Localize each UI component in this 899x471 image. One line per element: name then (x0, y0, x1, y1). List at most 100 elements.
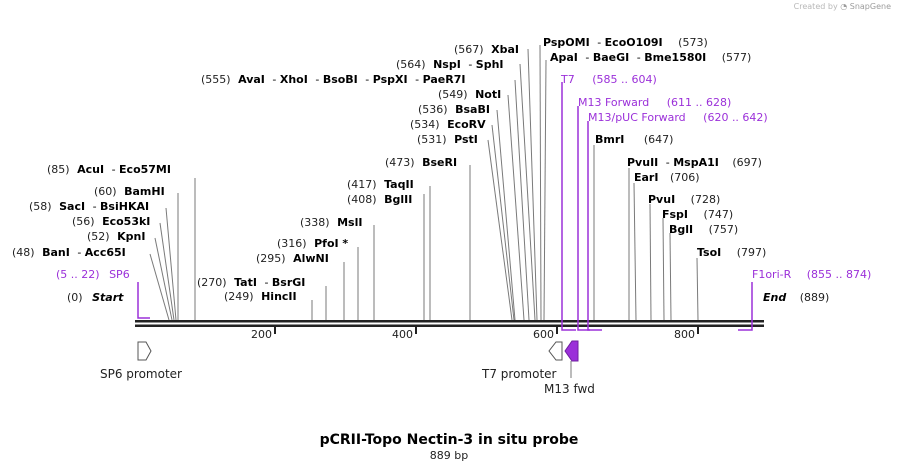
primer-name: M13/pUC Forward (588, 111, 686, 124)
feature-label-t7-promoter: T7 promoter (481, 367, 557, 381)
site-line-tsoi (696, 257, 699, 321)
ruler-label-800: 800 (674, 328, 695, 341)
site-label: (270) TatI - BsrGI (197, 276, 305, 289)
primer-range: (585 .. 604) (592, 73, 657, 86)
site-pos: (757) (709, 223, 739, 236)
site-pos: (408) (347, 193, 377, 206)
sp6-promoter-arrow-icon (137, 341, 152, 361)
primer-range: (620 .. 642) (703, 111, 768, 124)
site-name: PspXI (373, 73, 408, 86)
site-line-apai (543, 59, 547, 321)
site-pos: (567) (454, 43, 484, 56)
site-label: (52) KpnI (87, 230, 145, 243)
site-name: TaqII (384, 178, 414, 191)
site-pos: (270) (197, 276, 227, 289)
primer-range: (611 .. 628) (667, 96, 732, 109)
site-line-psti (487, 139, 513, 321)
primer-name: SP6 (109, 268, 130, 281)
site-pos: (249) (224, 290, 254, 303)
site-line-kpni (154, 237, 173, 321)
site-line-pspomi (539, 44, 542, 321)
site-pos: (473) (385, 156, 415, 169)
site-label: FspI (747) (662, 208, 733, 221)
primer-label-f1ori-r: F1ori-R (855 .. 874) (752, 268, 871, 281)
end-name: End (763, 291, 786, 304)
site-pos: (549) (438, 88, 468, 101)
site-name: BmrI (595, 133, 624, 146)
ruler-label-200: 200 (251, 328, 272, 341)
site-label: (555) AvaI - XhoI - BsoBI - PspXI - PaeR… (201, 73, 465, 86)
site-line-eco53ki (159, 222, 175, 321)
site-name: TsoI (697, 246, 721, 259)
site-name: PvuII (627, 156, 658, 169)
feature-label-m13-fwd: M13 fwd (544, 382, 595, 396)
site-pos: (531) (417, 133, 447, 146)
site-pos: (338) (300, 216, 330, 229)
site-pos: (536) (418, 103, 448, 116)
site-label: (295) AlwNI (256, 252, 329, 265)
site-name: MspA1I (673, 156, 719, 169)
primer-m13-bracket (577, 106, 590, 331)
site-name: TatI (234, 276, 257, 289)
site-label: (536) BsaBI (418, 103, 490, 116)
site-label: (408) BglII (347, 193, 412, 206)
site-pos: (58) (29, 200, 52, 213)
site-name: ApaI (550, 51, 578, 64)
site-pos: (417) (347, 178, 377, 191)
site-pos: (52) (87, 230, 110, 243)
primer-f1ori-bracket (738, 282, 753, 331)
site-name: PaeR7I (423, 73, 466, 86)
feature-sp6-promoter: SP6 promoter (100, 341, 182, 381)
site-line-bsabi (496, 109, 516, 321)
site-name: BsoBI (323, 73, 358, 86)
site-label: (58) SacI - BsiHKAI (29, 200, 149, 213)
primer-label-m13puc-forward: M13/pUC Forward (620 .. 642) (588, 111, 768, 124)
m13-fwd-arrow-icon (564, 340, 579, 362)
site-name: BamHI (124, 185, 165, 198)
site-name: FspI (662, 208, 688, 221)
site-label: (249) HincII (224, 290, 297, 303)
site-name: AcuI (77, 163, 104, 176)
site-line-fspi (662, 217, 665, 321)
ruler-label-600: 600 (533, 328, 554, 341)
site-pos: (316) (277, 237, 307, 250)
site-name: NotI (475, 88, 501, 101)
site-line-ecorv (491, 124, 515, 321)
map-title: pCRII-Topo Nectin-3 in situ probe (320, 432, 579, 448)
site-pos: (56) (72, 215, 95, 228)
site-name: BseRI (422, 156, 457, 169)
site-label: (60) BamHI (94, 185, 165, 198)
site-name: BaeGI (593, 51, 629, 64)
site-label: (316) PfoI * (277, 237, 348, 250)
ruler-label-400: 400 (392, 328, 413, 341)
site-label: BglI (757) (669, 223, 738, 236)
site-name: EarI (634, 171, 658, 184)
site-pos: (564) (396, 58, 426, 71)
site-pos: (577) (722, 51, 752, 64)
feature-t7-promoter: T7 promoter (481, 341, 563, 381)
site-label: BmrI (647) (595, 133, 673, 146)
map-length: 889 bp (430, 449, 468, 462)
site-name: BsrGI (272, 276, 305, 289)
feature-label-sp6-promoter: SP6 promoter (100, 367, 182, 381)
end-label: End (889) (763, 291, 829, 304)
site-name: SphI (476, 58, 504, 71)
site-pos: (555) (201, 73, 231, 86)
site-name: BsaBI (455, 103, 490, 116)
start-pos: (0) (67, 291, 83, 304)
primer-label-t7: T7 (585 .. 604) (560, 73, 657, 86)
site-label: (338) MslI (300, 216, 362, 229)
site-label: TsoI (797) (697, 246, 766, 259)
site-pos: (295) (256, 252, 286, 265)
site-line-bani (149, 253, 170, 321)
primer-lines (137, 82, 753, 331)
site-line-eari (633, 182, 637, 321)
site-name: NspI (433, 58, 461, 71)
end-pos: (889) (800, 291, 830, 304)
site-label: (549) NotI (438, 88, 501, 101)
site-name: MslI (337, 216, 362, 229)
site-name: PvuI (648, 193, 675, 206)
site-label: (567) XbaI (454, 43, 519, 56)
site-name: PfoI * (314, 237, 348, 250)
